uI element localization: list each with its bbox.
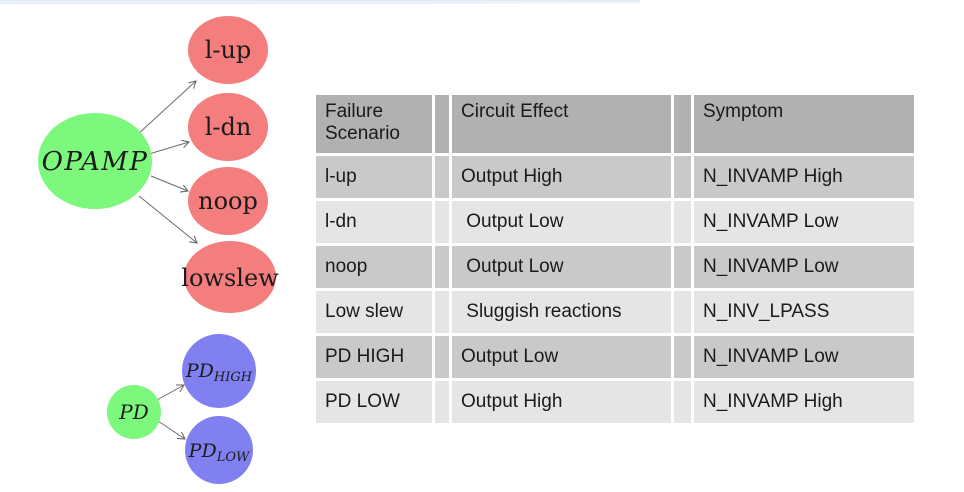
spacer-cell bbox=[435, 291, 449, 333]
col-header-symptom: Symptom bbox=[694, 95, 914, 153]
cell-symptom: N_INVAMP High bbox=[694, 156, 914, 198]
spacer-cell bbox=[435, 246, 449, 288]
spacer-cell bbox=[435, 201, 449, 243]
cell-scenario: l-dn bbox=[316, 201, 432, 243]
cell-symptom: N_INVAMP Low bbox=[694, 336, 914, 378]
failure-scenario-table: Failure Scenario Circuit Effect Symptom … bbox=[313, 92, 917, 426]
cell-effect: Output High bbox=[452, 156, 671, 198]
pdhigh-base: PD bbox=[185, 360, 214, 382]
node-noop bbox=[188, 167, 268, 235]
pdlow-subscript: LOW bbox=[216, 450, 251, 465]
cell-effect: Output Low bbox=[452, 246, 671, 288]
spacer-cell bbox=[674, 246, 691, 288]
col-header-circuit-effect: Circuit Effect bbox=[452, 95, 671, 153]
node-lowslew-label: lowslew bbox=[181, 264, 279, 292]
cell-effect: Output Low bbox=[452, 201, 671, 243]
node-lup bbox=[188, 16, 268, 84]
table-header-row: Failure Scenario Circuit Effect Symptom bbox=[316, 95, 914, 153]
spacer-cell bbox=[674, 156, 691, 198]
node-pd-label: PD bbox=[118, 400, 149, 424]
node-noop-label: noop bbox=[198, 187, 258, 215]
node-ldn-label: l-dn bbox=[205, 113, 252, 141]
edge-opamp-to-lowslew bbox=[138, 195, 197, 243]
node-pdlow bbox=[185, 416, 253, 484]
spacer-cell bbox=[674, 201, 691, 243]
cell-symptom: N_INV_LPASS bbox=[694, 291, 914, 333]
edge-pd-to-pdlow bbox=[157, 420, 185, 439]
spacer-cell bbox=[674, 381, 691, 423]
cell-symptom: N_INVAMP High bbox=[694, 381, 914, 423]
header-spacer-cell-1 bbox=[435, 95, 449, 153]
spacer-cell bbox=[435, 336, 449, 378]
table-row-pdlow: PD LOW Output High N_INVAMP High bbox=[316, 381, 914, 423]
cell-symptom: N_INVAMP Low bbox=[694, 246, 914, 288]
table-row-lowslew: Low slew Sluggish reactions N_INV_LPASS bbox=[316, 291, 914, 333]
cell-scenario: PD LOW bbox=[316, 381, 432, 423]
cell-symptom: N_INVAMP Low bbox=[694, 201, 914, 243]
cell-scenario: Low slew bbox=[316, 291, 432, 333]
edge-opamp-to-ldn bbox=[148, 142, 189, 155]
table-row-pdhigh: PD HIGH Output Low N_INVAMP Low bbox=[316, 336, 914, 378]
node-pdlow-label: PDLOW bbox=[188, 440, 251, 465]
cell-effect: Output Low bbox=[452, 336, 671, 378]
window-top-edge-highlight bbox=[0, 0, 640, 4]
table-row-lup: l-up Output High N_INVAMP High bbox=[316, 156, 914, 198]
cell-effect: Sluggish reactions bbox=[452, 291, 671, 333]
spacer-cell bbox=[435, 156, 449, 198]
edge-opamp-to-lup bbox=[136, 81, 196, 136]
cell-scenario: l-up bbox=[316, 156, 432, 198]
node-lowslew bbox=[184, 241, 276, 313]
edge-opamp-to-noop bbox=[150, 175, 188, 191]
header-spacer-cell-2 bbox=[674, 95, 691, 153]
spacer-cell bbox=[674, 291, 691, 333]
pdlow-base: PD bbox=[188, 440, 217, 462]
cell-effect: Output High bbox=[452, 381, 671, 423]
node-opamp-label: OPAMP bbox=[42, 147, 149, 177]
spacer-cell bbox=[674, 336, 691, 378]
node-pdhigh-label: PDHIGH bbox=[185, 360, 253, 385]
fault-tree-diagram: OPAMP l-up l-dn noop lowslew PD PDHIGH P… bbox=[38, 16, 279, 484]
node-pdhigh bbox=[182, 334, 256, 408]
cell-scenario: PD HIGH bbox=[316, 336, 432, 378]
spacer-cell bbox=[435, 381, 449, 423]
node-ldn bbox=[188, 93, 268, 161]
cell-scenario: noop bbox=[316, 246, 432, 288]
edge-pd-to-pdhigh bbox=[156, 385, 184, 401]
node-lup-label: l-up bbox=[205, 36, 252, 64]
node-opamp bbox=[38, 113, 152, 209]
col-header-failure-scenario: Failure Scenario bbox=[316, 95, 432, 153]
table-row-noop: noop Output Low N_INVAMP Low bbox=[316, 246, 914, 288]
table-row-ldn: l-dn Output Low N_INVAMP Low bbox=[316, 201, 914, 243]
node-pd bbox=[107, 385, 161, 439]
pdhigh-subscript: HIGH bbox=[213, 370, 253, 385]
